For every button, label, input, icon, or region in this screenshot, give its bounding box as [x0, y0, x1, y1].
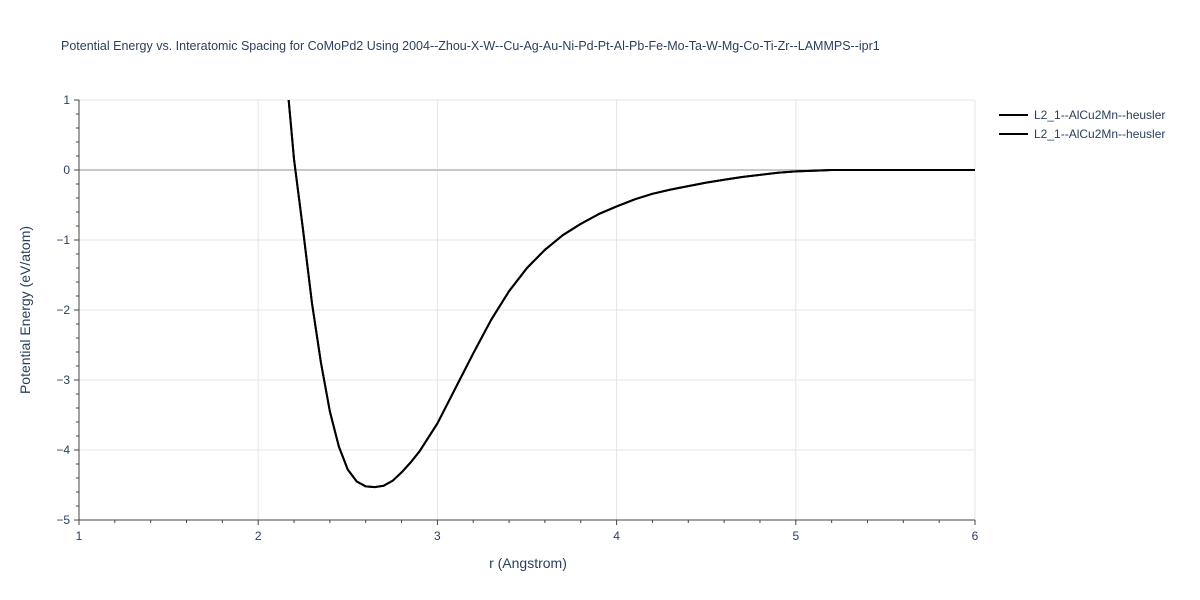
series-line-2 — [287, 100, 975, 489]
x-tick-label: 6 — [972, 529, 979, 543]
axes: 1 2 3 4 5 6 1 0 −1 −2 −3 −4 −5 — [56, 93, 978, 543]
y-tick-label: 1 — [63, 93, 70, 107]
y-tick-label: 0 — [63, 163, 70, 177]
x-tick-label: 3 — [434, 529, 441, 543]
y-tick-label: −2 — [56, 303, 70, 317]
grid — [79, 99, 976, 520]
x-axis-title: r (Angstrom) — [489, 555, 567, 571]
legend-item[interactable]: L2_1--AlCu2Mn--heusler — [999, 108, 1165, 122]
legend-item[interactable]: L2_1--AlCu2Mn--heusler — [999, 127, 1165, 141]
x-tick-label: 1 — [76, 529, 83, 543]
x-tick-label: 4 — [613, 529, 620, 543]
y-tick-label: −3 — [56, 373, 70, 387]
legend[interactable]: L2_1--AlCu2Mn--heusler L2_1--AlCu2Mn--heu… — [999, 108, 1165, 141]
x-tick-label: 5 — [792, 529, 799, 543]
x-tick-label: 2 — [255, 529, 262, 543]
y-tick-label: −1 — [56, 233, 70, 247]
y-tick-label: −5 — [56, 513, 70, 527]
plot-area — [287, 100, 975, 489]
chart-title: Potential Energy vs. Interatomic Spacing… — [61, 39, 880, 53]
legend-label: L2_1--AlCu2Mn--heusler — [1034, 108, 1165, 122]
y-axis-title: Potential Energy (eV/atom) — [17, 226, 33, 394]
legend-label: L2_1--AlCu2Mn--heusler — [1034, 127, 1165, 141]
y-tick-label: −4 — [56, 443, 70, 457]
